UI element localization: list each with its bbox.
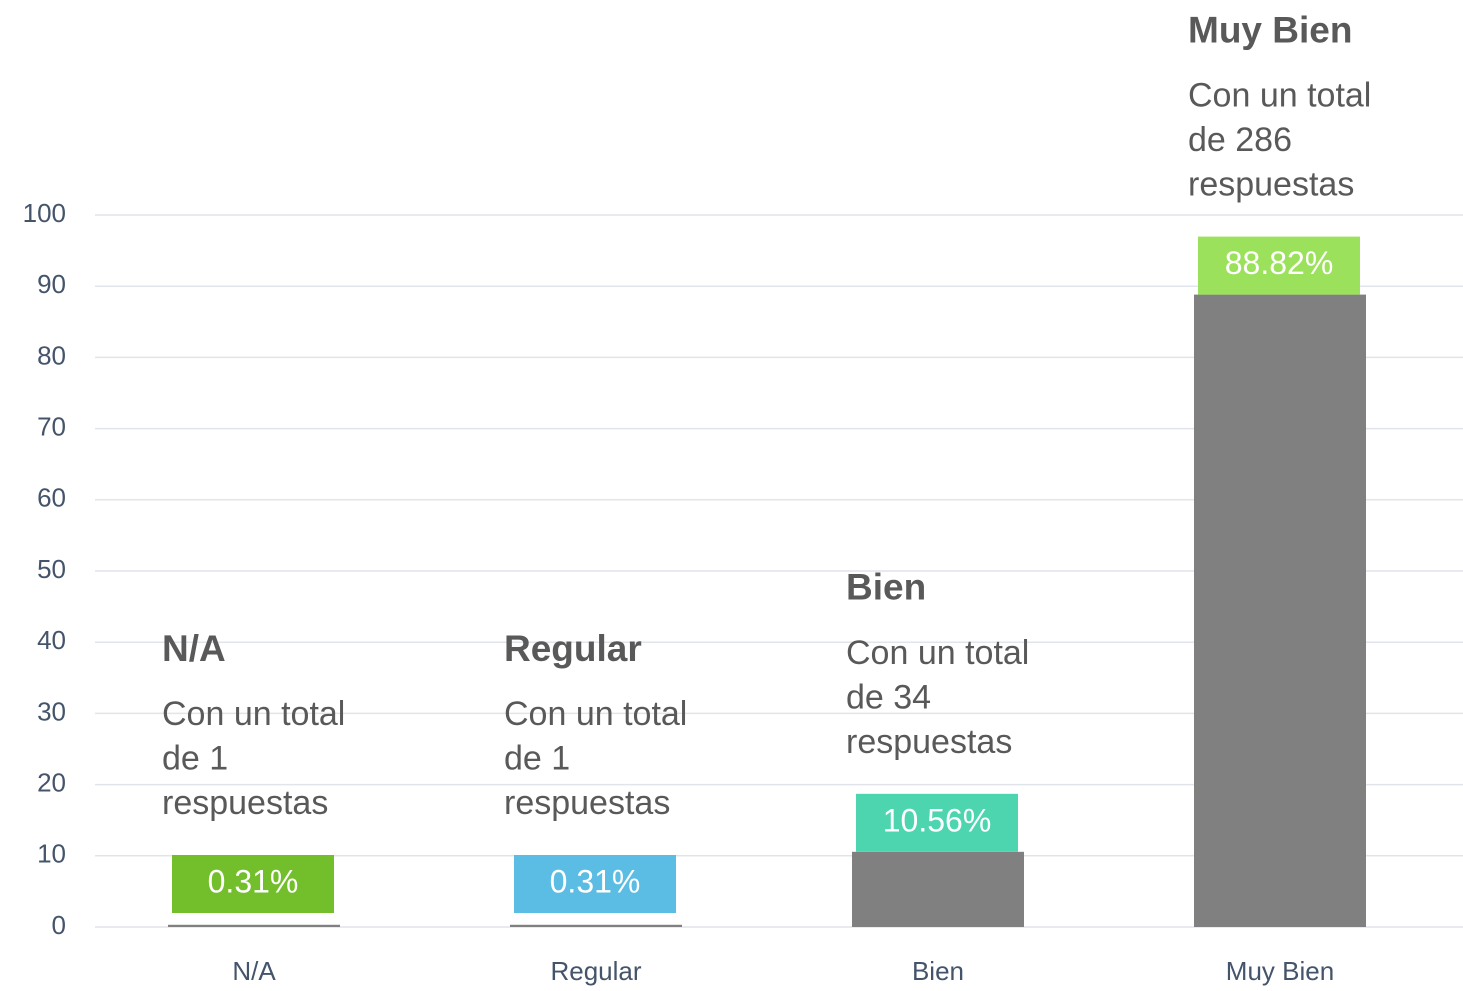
bar — [510, 924, 682, 927]
value-label: 88.82% — [1225, 245, 1334, 281]
y-tick-label: 20 — [37, 767, 66, 797]
value-label: 0.31% — [208, 863, 299, 899]
value-label-box — [856, 793, 1018, 852]
annotation-text: respuestas — [504, 784, 670, 822]
y-tick-label: 70 — [37, 411, 66, 441]
annotation-text: de 286 — [1188, 121, 1292, 159]
y-tick-label: 90 — [37, 269, 66, 299]
annotation-text: Con un total — [504, 695, 687, 733]
annotation-text: de 1 — [504, 739, 570, 777]
y-tick-label: 50 — [37, 554, 66, 584]
annotation-title: N/A — [162, 628, 226, 669]
y-tick-label: 30 — [37, 696, 66, 726]
annotation-text: respuestas — [162, 784, 328, 822]
annotation-title: Regular — [504, 628, 642, 669]
bar — [1194, 294, 1366, 928]
x-tick-label: Regular — [550, 956, 641, 986]
annotation-title: Muy Bien — [1188, 9, 1352, 50]
y-tick-label: 40 — [37, 625, 66, 655]
y-tick-label: 10 — [37, 839, 66, 869]
value-label-box — [172, 855, 334, 913]
value-label: 0.31% — [550, 863, 641, 899]
value-label-box — [1198, 236, 1360, 295]
annotation-text: respuestas — [846, 723, 1012, 761]
annotation-text: Con un total — [162, 695, 345, 733]
annotation-text: respuestas — [1188, 166, 1354, 204]
bar — [168, 924, 340, 927]
value-label-box — [514, 855, 676, 913]
value-label: 10.56% — [883, 802, 992, 838]
annotation-text: Con un total — [846, 634, 1029, 672]
annotation-text: Con un total — [1188, 77, 1371, 115]
y-tick-label: 60 — [37, 483, 66, 513]
x-tick-label: N/A — [232, 956, 276, 986]
annotation-text: de 34 — [846, 678, 931, 716]
y-tick-label: 0 — [52, 910, 66, 940]
annotation-text: de 1 — [162, 739, 228, 777]
x-tick-label: Muy Bien — [1226, 956, 1334, 986]
y-tick-label: 80 — [37, 340, 66, 370]
y-tick-label: 100 — [23, 198, 66, 228]
annotation-title: Bien — [846, 567, 926, 608]
x-tick-label: Bien — [912, 956, 964, 986]
bar — [852, 851, 1024, 927]
